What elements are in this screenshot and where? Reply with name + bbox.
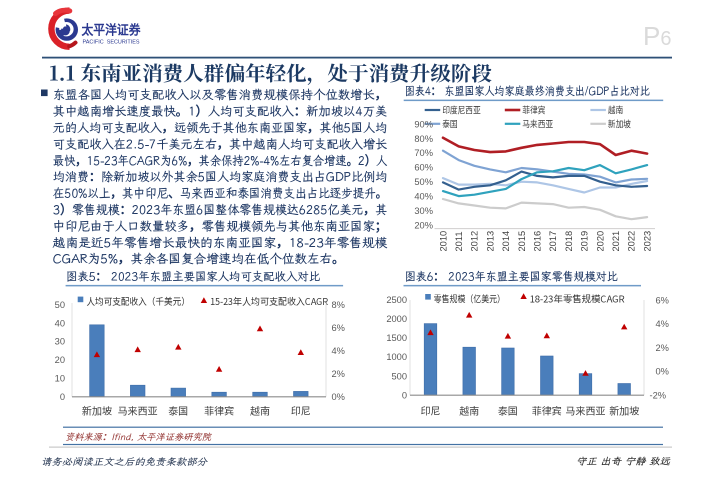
svg-text:1500: 1500 bbox=[386, 333, 407, 343]
svg-text:东盟各国人均可支配收入以及零售消费规模保持个位数增长，: 东盟各国人均可支配收入以及零售消费规模保持个位数增长， bbox=[53, 86, 388, 103]
svg-text:2011: 2011 bbox=[454, 232, 464, 252]
svg-text:均消费：除新加坡以外其余5国人均家庭消费支出占GDP比例均: 均消费：除新加坡以外其余5国人均家庭消费支出占GDP比例均 bbox=[53, 168, 388, 185]
svg-text:2016: 2016 bbox=[533, 231, 543, 252]
svg-text:2000: 2000 bbox=[386, 314, 407, 324]
svg-text:人均可支配收入（千美元）: 人均可支配收入（千美元） bbox=[86, 294, 189, 308]
svg-text:越南: 越南 bbox=[250, 402, 270, 417]
svg-text:2023: 2023 bbox=[642, 231, 652, 252]
svg-text:0: 0 bbox=[60, 392, 65, 402]
svg-text:图表5： 2023年东盟主要国家人均可支配收入对比: 图表5： 2023年东盟主要国家人均可支配收入对比 bbox=[66, 270, 320, 285]
svg-text:2014: 2014 bbox=[501, 231, 511, 252]
svg-text:30%: 30% bbox=[414, 206, 433, 216]
svg-text:60%: 60% bbox=[414, 163, 433, 173]
svg-text:泰国: 泰国 bbox=[442, 116, 457, 130]
svg-text:0: 0 bbox=[402, 390, 407, 400]
svg-text:30: 30 bbox=[55, 337, 65, 347]
svg-text:4%: 4% bbox=[656, 319, 669, 329]
svg-text:菲律宾: 菲律宾 bbox=[522, 103, 545, 117]
svg-text:马来西亚: 马来西亚 bbox=[566, 402, 606, 417]
svg-text:0%: 0% bbox=[656, 367, 669, 377]
svg-text:-2%: -2% bbox=[650, 390, 667, 400]
svg-text:2010: 2010 bbox=[438, 231, 448, 252]
svg-text:3）零售规模：2023年东盟6国整体零售规模达6285亿美元: 3）零售规模：2023年东盟6国整体零售规模达6285亿美元，其 bbox=[53, 201, 388, 218]
svg-text:印尼: 印尼 bbox=[421, 402, 441, 417]
svg-text:越南是近5年零售增长最快的东南亚国家，18-23年零售规模: 越南是近5年零售增长最快的东南亚国家，18-23年零售规模 bbox=[52, 234, 388, 251]
svg-text:2021: 2021 bbox=[611, 231, 621, 252]
svg-text:40%: 40% bbox=[414, 192, 433, 202]
svg-text:在50%以上，其中印尼、马来西亚和泰国消费支出占比逐步提升。: 在50%以上，其中印尼、马来西亚和泰国消费支出占比逐步提升。 bbox=[53, 185, 388, 202]
svg-text:50: 50 bbox=[55, 300, 65, 310]
svg-text:资料来源：Ifind, 太平洋证券研究院: 资料来源：Ifind, 太平洋证券研究院 bbox=[65, 431, 213, 443]
svg-text:新加坡: 新加坡 bbox=[609, 402, 640, 417]
svg-text:1.1 东南亚消费人群偏年轻化，处于消费升级阶段: 1.1 东南亚消费人群偏年轻化，处于消费升级阶段 bbox=[49, 58, 493, 87]
svg-text:2017: 2017 bbox=[548, 231, 558, 252]
svg-text:6%: 6% bbox=[332, 323, 345, 333]
svg-text:CGAR为5%，其余各国复合增速均在低个位数左右。: CGAR为5%，其余各国复合增速均在低个位数左右。 bbox=[53, 250, 345, 267]
svg-text:2018: 2018 bbox=[564, 231, 574, 252]
svg-text:18-23年零售规模CAGR: 18-23年零售规模CAGR bbox=[530, 291, 626, 305]
svg-text:新加坡: 新加坡 bbox=[82, 402, 113, 417]
svg-text:泰国: 泰国 bbox=[168, 402, 188, 417]
svg-text:越南: 越南 bbox=[608, 103, 623, 117]
svg-text:2500: 2500 bbox=[386, 295, 407, 305]
svg-text:2022: 2022 bbox=[627, 231, 637, 252]
svg-text:PACIFIC SECURITIES: PACIFIC SECURITIES bbox=[83, 40, 140, 46]
svg-text:2019: 2019 bbox=[580, 231, 590, 252]
svg-text:请务必阅读正文之后的免责条款部分: 请务必阅读正文之后的免责条款部分 bbox=[41, 455, 209, 468]
svg-text:0%: 0% bbox=[332, 392, 345, 402]
svg-text:70%: 70% bbox=[414, 148, 433, 158]
svg-text:2015: 2015 bbox=[517, 231, 527, 252]
svg-text:马来西亚: 马来西亚 bbox=[118, 402, 158, 417]
svg-text:马来西亚: 马来西亚 bbox=[522, 116, 553, 130]
svg-text:图表4： 东盟国家人均家庭最终消费支出/GDP占比对比: 图表4： 东盟国家人均家庭最终消费支出/GDP占比对比 bbox=[405, 84, 650, 99]
svg-text:80%: 80% bbox=[414, 134, 433, 144]
svg-text:最快，15-23年CAGR为6%，其余保持2%-4%左右复合: 最快，15-23年CAGR为6%，其余保持2%-4%左右复合增速。2）人 bbox=[53, 152, 388, 169]
svg-text:菲律宾: 菲律宾 bbox=[532, 402, 562, 417]
svg-text:20%: 20% bbox=[414, 220, 433, 230]
svg-text:印尼: 印尼 bbox=[291, 402, 311, 417]
svg-text:2%: 2% bbox=[332, 369, 345, 379]
svg-text:可支配收入在2.5-7千美元左右，其中越南人均可支配收入增长: 可支配收入在2.5-7千美元左右，其中越南人均可支配收入增长 bbox=[53, 135, 388, 152]
svg-text:2012: 2012 bbox=[470, 231, 480, 252]
svg-text:20: 20 bbox=[55, 355, 65, 365]
svg-text:泰国: 泰国 bbox=[498, 402, 518, 417]
svg-text:40: 40 bbox=[55, 318, 65, 328]
svg-text:越南: 越南 bbox=[459, 402, 479, 417]
svg-text:图表6： 2023年东盟主要国家零售规模对比: 图表6： 2023年东盟主要国家零售规模对比 bbox=[405, 270, 618, 285]
svg-text:印度尼西亚: 印度尼西亚 bbox=[442, 103, 481, 117]
svg-text:中印尼由于人口数量较多，零售规模领先与其他东南亚国家；: 中印尼由于人口数量较多，零售规模领先与其他东南亚国家； bbox=[53, 217, 388, 234]
svg-text:零售规模（亿美元）: 零售规模（亿美元） bbox=[434, 291, 505, 305]
svg-text:15-23年人均可支配收入CAGR: 15-23年人均可支配收入CAGR bbox=[210, 294, 329, 308]
svg-text:10: 10 bbox=[55, 374, 65, 384]
svg-text:8%: 8% bbox=[332, 300, 345, 310]
svg-text:90%: 90% bbox=[414, 119, 433, 129]
svg-text:其中越南增长速度最快。1）人均可支配收入：新加坡以4万美: 其中越南增长速度最快。1）人均可支配收入：新加坡以4万美 bbox=[53, 103, 388, 120]
svg-text:太平洋证券: 太平洋证券 bbox=[82, 20, 142, 39]
svg-text:4%: 4% bbox=[332, 346, 345, 356]
svg-text:1000: 1000 bbox=[386, 352, 407, 362]
svg-text:6%: 6% bbox=[656, 295, 669, 305]
svg-text:守正 出奇 宁静 致远: 守正 出奇 宁静 致远 bbox=[576, 454, 672, 467]
svg-text:新加坡: 新加坡 bbox=[608, 116, 631, 130]
svg-text:500: 500 bbox=[391, 371, 407, 381]
svg-text:菲律宾: 菲律宾 bbox=[204, 402, 234, 417]
svg-text:2%: 2% bbox=[656, 343, 669, 353]
svg-text:2013: 2013 bbox=[485, 231, 495, 252]
svg-text:50%: 50% bbox=[414, 177, 433, 187]
svg-text:元的人均可支配收入，远领先于其他东南亚国家，其他5国人均: 元的人均可支配收入，远领先于其他东南亚国家，其他5国人均 bbox=[53, 119, 388, 136]
svg-text:2020: 2020 bbox=[595, 231, 605, 252]
